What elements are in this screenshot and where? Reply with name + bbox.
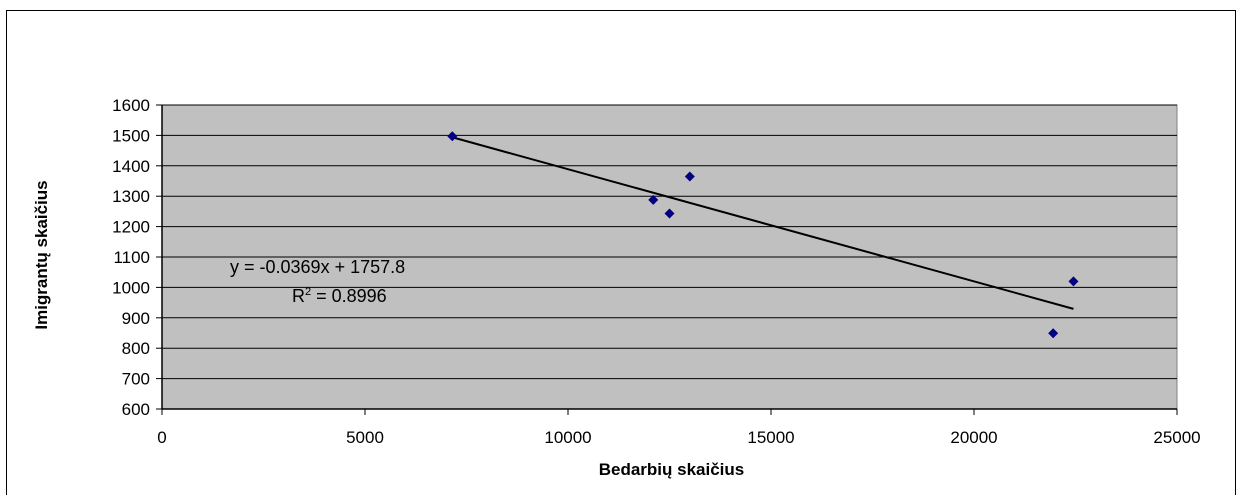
y-tick-label: 1500 [112, 126, 150, 145]
y-axis-title: Imigrantų skaičius [32, 180, 51, 329]
data-point [684, 171, 695, 182]
r-squared-value: = 0.8996 [311, 286, 387, 306]
data-point [648, 194, 659, 205]
x-tick-label: 20000 [950, 428, 997, 447]
x-tick-label: 25000 [1153, 428, 1200, 447]
y-tick-label: 900 [122, 309, 150, 328]
trendline-equation: y = -0.0369x + 1757.8 [230, 257, 405, 277]
r-squared-superscript: 2 [305, 286, 311, 298]
y-tick-label: 1400 [112, 157, 150, 176]
y-tick-label: 700 [122, 370, 150, 389]
y-tick-label: 1100 [113, 248, 150, 267]
trendline [452, 136, 1074, 310]
y-tick-label: 1000 [112, 278, 150, 297]
data-point [447, 131, 458, 142]
x-tick-label: 0 [157, 428, 166, 447]
y-tick-label: 1200 [112, 218, 150, 237]
x-tick-label: 10000 [544, 428, 591, 447]
y-tick-label: 1300 [112, 187, 150, 206]
data-point [664, 208, 675, 219]
y-tick-label: 1600 [112, 96, 150, 115]
y-axis-ticks: 600 700 800 900 1000 1100 1200 1300 1400 1500 1600 [112, 96, 162, 419]
x-tick-label: 15000 [747, 428, 794, 447]
data-points [447, 131, 1079, 339]
x-axis-ticks: 0 5000 10000 15000 20000 25000 [157, 409, 1201, 447]
data-point [1068, 276, 1079, 287]
r-squared-prefix: R [292, 286, 305, 306]
x-tick-label: 5000 [346, 428, 384, 447]
data-point [1048, 328, 1059, 339]
x-axis-title: Bedarbių skaičius [599, 460, 745, 479]
gridlines [162, 104, 1177, 380]
r-squared-label: R2 = 0.8996 [292, 286, 387, 306]
y-tick-label: 800 [122, 339, 150, 358]
y-tick-label: 600 [122, 400, 150, 419]
